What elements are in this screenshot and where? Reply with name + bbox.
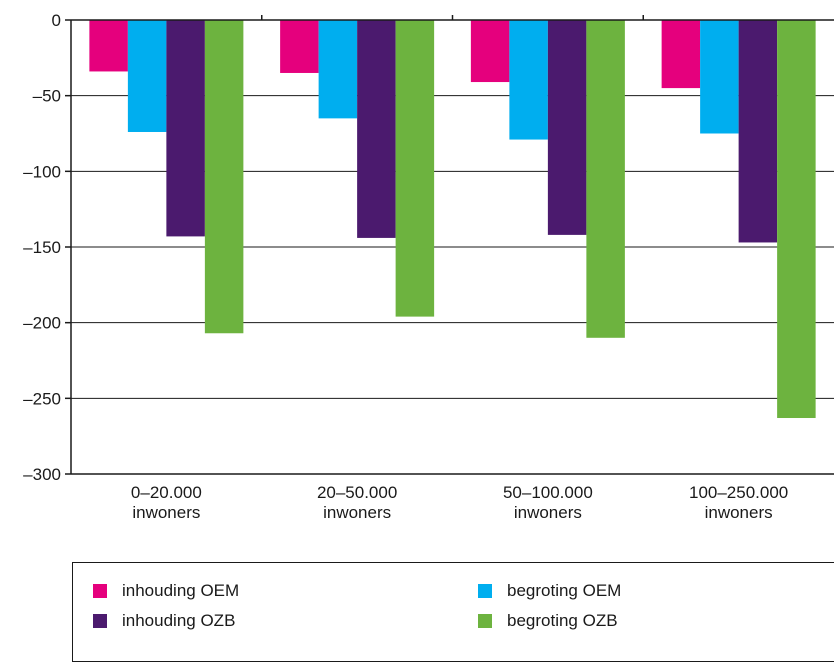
legend-item-inhouding-ozb: inhouding OZB (93, 611, 235, 631)
y-tick-label: –50 (33, 87, 61, 106)
x-tick-label: 100–250.000 (689, 483, 788, 502)
x-tick-label: inwoners (514, 503, 582, 522)
bar-begroting-oem (700, 20, 739, 134)
bar-inhouding-ozb (547, 20, 587, 235)
x-tick-label: 20–50.000 (317, 483, 397, 502)
legend-item-begroting-oem: begroting OEM (478, 581, 621, 601)
legend-item-inhouding-oem: inhouding OEM (93, 581, 239, 601)
bar-inhouding-oem (280, 20, 319, 73)
y-tick-label: –200 (23, 314, 61, 333)
bar-inhouding-oem (89, 20, 128, 72)
bar-begroting-ozb (586, 20, 625, 338)
x-tick-label: inwoners (705, 503, 773, 522)
legend-swatch (478, 614, 492, 628)
bar-begroting-oem (509, 20, 548, 140)
y-tick-label: 0 (52, 11, 61, 30)
x-axis-labels: 0–20.000inwoners20–50.000inwoners50–100.… (131, 483, 788, 522)
legend-label: inhouding OEM (122, 581, 240, 600)
y-tick-label: –100 (23, 162, 61, 181)
y-tick-label: –150 (23, 238, 61, 257)
bars (89, 20, 816, 419)
legend-label: inhouding OZB (122, 611, 236, 630)
x-tick-label: inwoners (323, 503, 391, 522)
bar-begroting-ozb (395, 20, 435, 317)
x-tick-label: 50–100.000 (503, 483, 593, 502)
bar-begroting-oem (127, 20, 167, 132)
legend: inhouding OEM begroting OEM inhouding OZ… (72, 562, 834, 662)
legend-swatch (93, 614, 107, 628)
bar-chart: 0–50–100–150–200–250–300 0–20.000inwoner… (23, 11, 834, 522)
legend-swatch (93, 584, 107, 598)
legend-label: begroting OZB (507, 611, 618, 630)
bar-inhouding-ozb (738, 20, 778, 243)
bar-begroting-oem (318, 20, 358, 119)
bar-inhouding-oem (470, 20, 510, 83)
legend-swatch (478, 584, 492, 598)
y-tick-label: –300 (23, 465, 61, 484)
bar-begroting-ozb (777, 20, 816, 419)
legend-label: begroting OEM (507, 581, 622, 600)
bar-inhouding-ozb (357, 20, 396, 238)
legend-item-begroting-ozb: begroting OZB (478, 611, 618, 631)
bar-inhouding-oem (661, 20, 701, 89)
y-tick-label: –250 (23, 389, 61, 408)
bar-inhouding-ozb (166, 20, 205, 237)
x-tick-label: inwoners (132, 503, 200, 522)
y-axis-ticks: 0 –50 –100 –150 –200 –250 –300 (23, 11, 71, 484)
x-tick-label: 0–20.000 (131, 483, 202, 502)
bar-begroting-ozb (204, 20, 244, 334)
